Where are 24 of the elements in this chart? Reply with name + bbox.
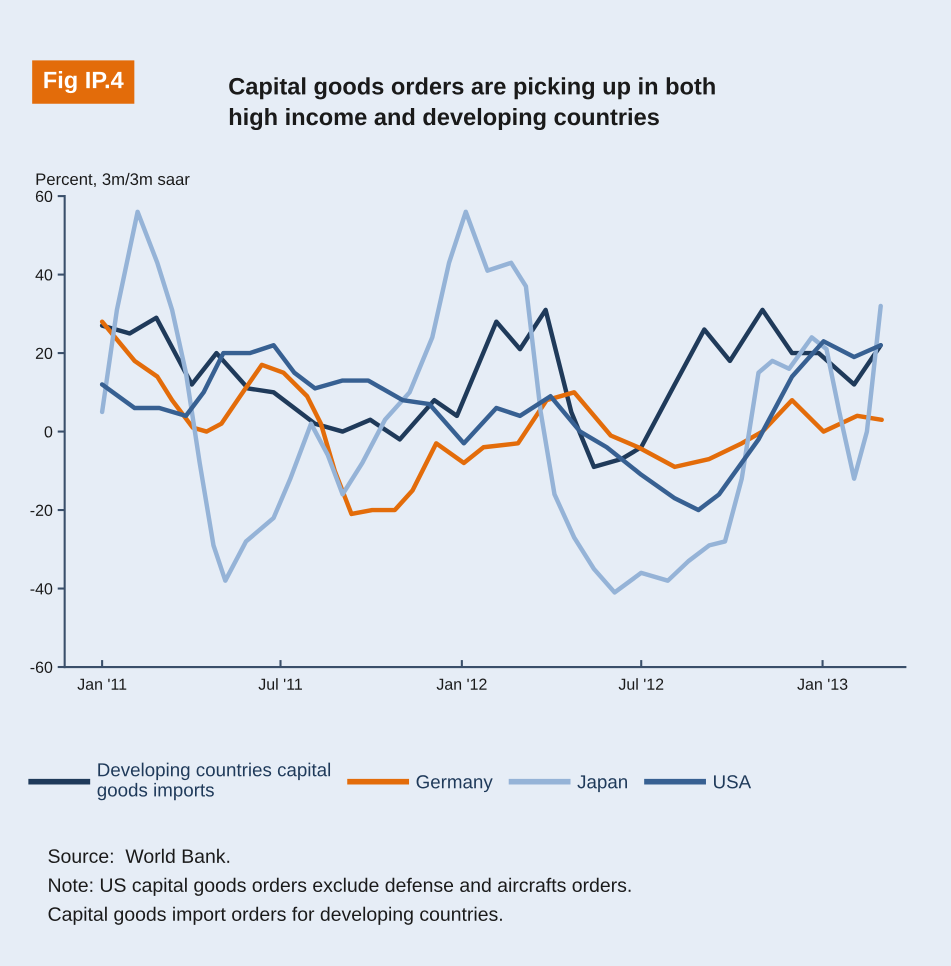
text: Note: US capital goods orders exclude defense and aircrafts orders.: [49, 878, 631, 896]
source-note: Source: World Bank.: [48, 848, 230, 864]
legend-label: USA: [714, 775, 752, 788]
y-tick-label: 40: [35, 269, 52, 281]
chart-title: Capital goods orders are picking up in both high income and developing countries: [229, 77, 715, 130]
line-series: [100, 210, 883, 595]
x-tick-label: Jul '11: [258, 678, 302, 690]
text: Capital goods import orders for developing countries.: [48, 906, 502, 925]
y-tick-label: 60: [36, 190, 52, 202]
x-tick-label: Jan '11: [77, 678, 126, 690]
legend-label: Germany: [416, 775, 493, 792]
x-tick-label: Jan '12: [436, 678, 487, 690]
y-tick-label: 20: [36, 348, 52, 360]
text: Fig IP.4: [44, 71, 124, 94]
y-tick-label: -40: [30, 583, 52, 594]
y-tick-label: -60: [30, 662, 52, 673]
line-series: [100, 308, 883, 470]
legend-label: Developing countries capital goods imports: [98, 762, 330, 800]
legend-label: Japan: [577, 775, 627, 792]
y-axis-title: Percent, 3m/3m saar: [36, 172, 190, 188]
y-tick-label: -20: [30, 504, 52, 516]
x-tick-label: Jan '13: [797, 678, 848, 690]
x-tick-label: Jul '12: [618, 678, 664, 690]
y-tick-label: 0: [44, 426, 52, 438]
